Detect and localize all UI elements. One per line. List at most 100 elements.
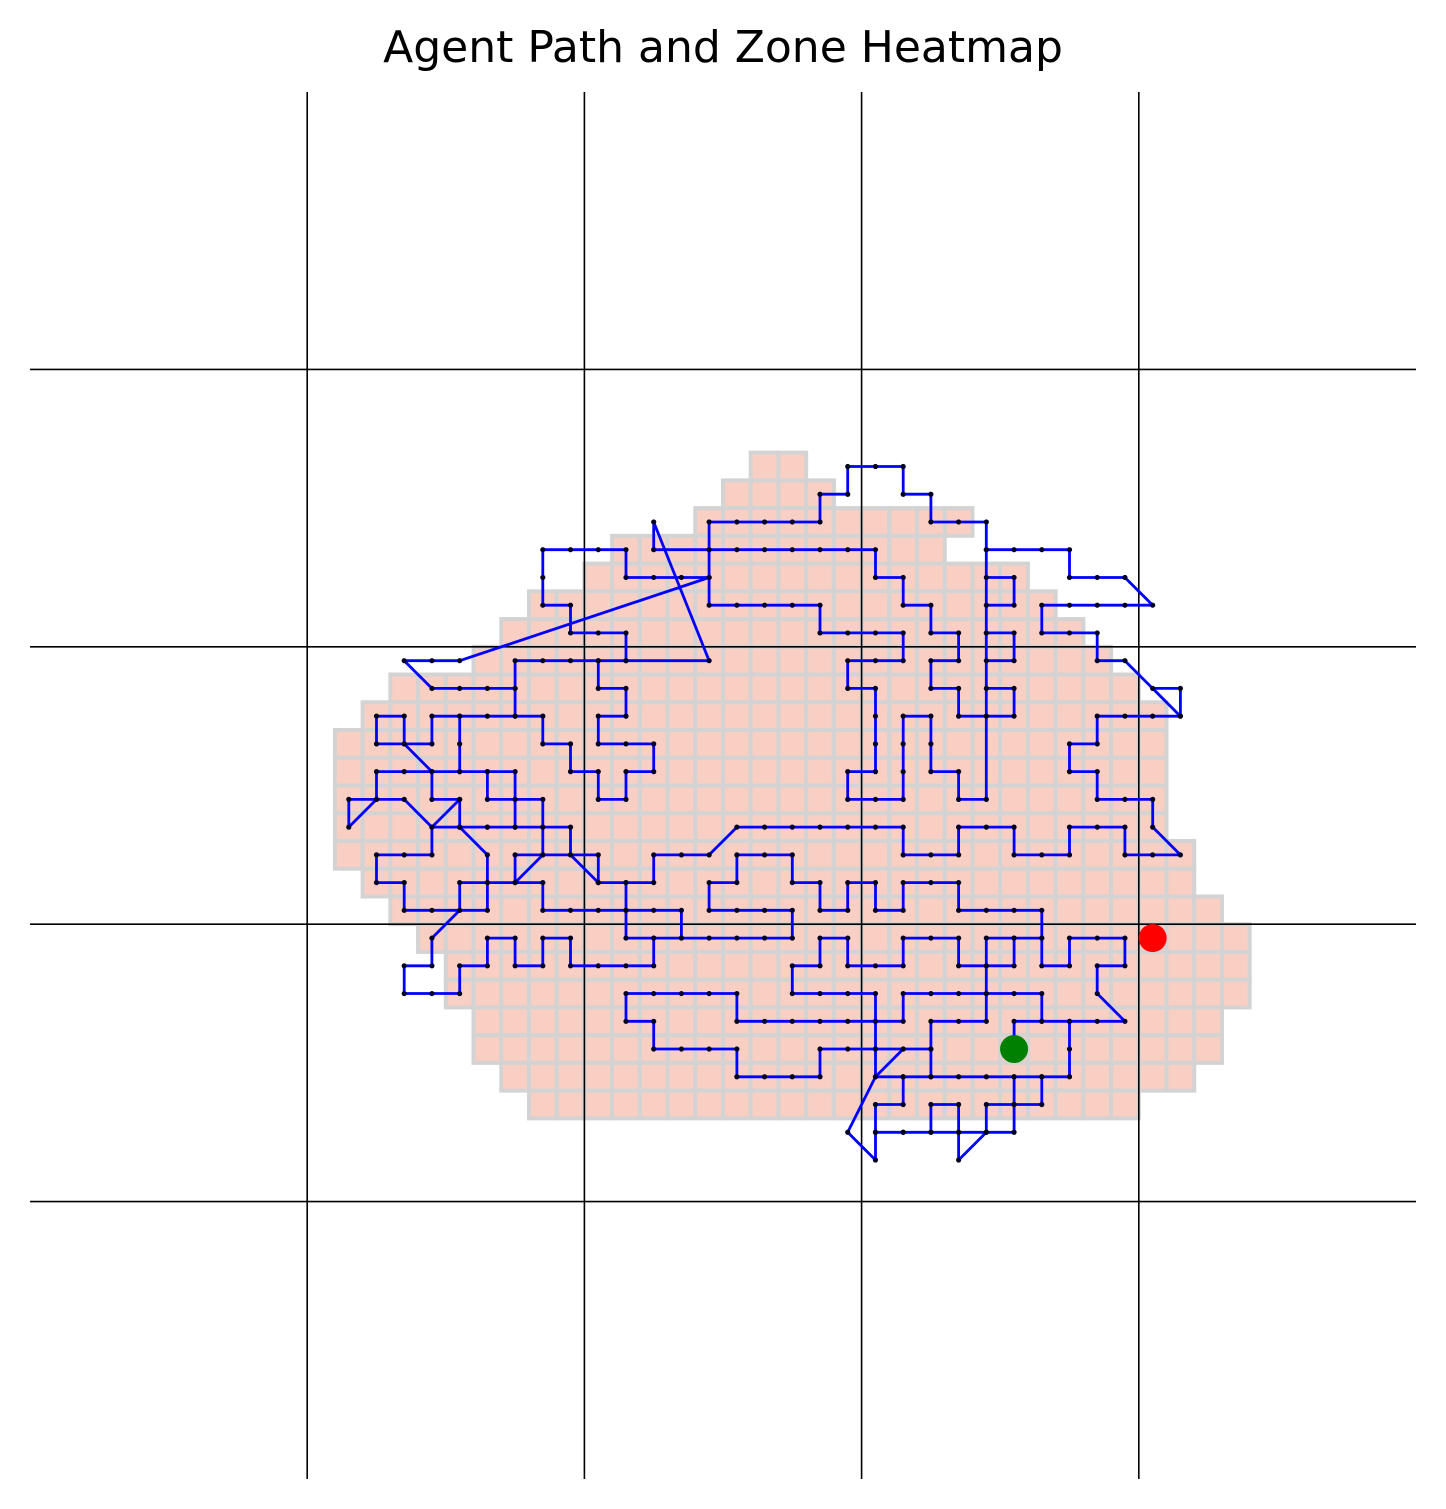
- path-point: [651, 879, 657, 886]
- visited-cell: [748, 644, 781, 677]
- path-point: [1039, 1018, 1045, 1024]
- path-point: [900, 574, 906, 581]
- path-point: [1094, 602, 1100, 608]
- path-point: [457, 685, 463, 692]
- path-point: [956, 796, 962, 802]
- path-point: [1066, 1018, 1073, 1024]
- visited-cell: [1081, 672, 1114, 705]
- visited-cell: [721, 672, 753, 705]
- path-point: [651, 907, 657, 913]
- path-point: [817, 907, 823, 913]
- path-point: [872, 630, 879, 636]
- path-point: [540, 935, 546, 941]
- path-point: [595, 685, 601, 692]
- visited-cell: [915, 783, 947, 816]
- path-point: [734, 547, 740, 553]
- path-point: [928, 935, 934, 941]
- path-point: [983, 1074, 989, 1080]
- path-point: [734, 990, 740, 997]
- path-point: [623, 907, 629, 913]
- path-point: [512, 796, 518, 802]
- path-point: [429, 769, 435, 775]
- path-point: [540, 547, 546, 553]
- path-point: [1011, 658, 1017, 664]
- visited-cell: [1081, 1060, 1114, 1093]
- path-point: [983, 824, 989, 830]
- visited-cell: [582, 977, 615, 1010]
- visited-cell: [721, 755, 753, 788]
- visited-cell: [1081, 866, 1114, 899]
- visited-cell: [693, 617, 726, 649]
- path-point: [1177, 713, 1183, 719]
- path-point: [900, 796, 906, 802]
- visited-cell: [388, 672, 421, 705]
- path-point: [928, 1101, 934, 1108]
- visited-cell: [1164, 1060, 1197, 1093]
- path-point: [706, 935, 712, 941]
- path-point: [706, 990, 712, 997]
- visited-cell: [388, 811, 421, 843]
- path-point: [872, 907, 879, 913]
- visited-cell: [1192, 1005, 1224, 1038]
- visited-cell: [804, 672, 836, 705]
- visited-cell: [471, 1005, 504, 1038]
- visited-cell: [1109, 977, 1141, 1010]
- visited-cell: [1136, 866, 1169, 899]
- path-point: [900, 713, 906, 719]
- path-point: [1122, 963, 1128, 969]
- path-point: [734, 1046, 740, 1052]
- visited-cell: [859, 506, 892, 538]
- path-point: [789, 907, 795, 913]
- visited-cell: [332, 755, 365, 788]
- path-point: [872, 658, 879, 664]
- path-point: [401, 658, 407, 664]
- path-point: [484, 879, 490, 886]
- path-point: [1011, 602, 1017, 608]
- path-point: [734, 907, 740, 913]
- visited-cell: [1025, 728, 1058, 760]
- path-point: [872, 1046, 879, 1052]
- visited-cell: [1025, 755, 1058, 788]
- visited-cell: [1219, 977, 1252, 1010]
- path-point: [956, 630, 962, 636]
- visited-cell: [1109, 728, 1141, 760]
- path-point: [1066, 1074, 1073, 1080]
- start-point-marker: [1000, 1035, 1029, 1064]
- visited-cell: [1164, 977, 1197, 1010]
- path-point: [817, 602, 823, 608]
- path-point: [845, 796, 851, 802]
- visited-cell: [1164, 1005, 1197, 1038]
- path-point: [956, 1101, 962, 1108]
- path-point: [1094, 1018, 1100, 1024]
- visited-cell: [637, 672, 670, 705]
- path-point: [734, 852, 740, 858]
- visited-cell: [915, 811, 947, 843]
- path-point: [457, 658, 463, 664]
- visited-cell: [998, 755, 1030, 788]
- visited-cell: [1164, 949, 1197, 982]
- path-point: [845, 879, 851, 886]
- path-point: [1039, 602, 1045, 608]
- path-point: [789, 935, 795, 941]
- path-point: [623, 574, 629, 581]
- visited-cell: [693, 1088, 726, 1121]
- visited-cell: [1053, 894, 1086, 927]
- path-point: [706, 547, 712, 553]
- path-point: [1122, 824, 1128, 830]
- path-point: [983, 630, 989, 636]
- path-point: [1150, 852, 1156, 858]
- path-point: [484, 685, 490, 692]
- visited-cell: [526, 977, 559, 1010]
- visited-cell: [748, 617, 781, 649]
- visited-cell: [1192, 949, 1224, 982]
- visited-cell: [915, 894, 947, 927]
- path-point: [429, 796, 435, 802]
- visited-cell: [942, 728, 975, 760]
- visited-cell: [665, 1060, 698, 1093]
- visited-cell: [1136, 1005, 1169, 1038]
- path-point: [928, 491, 934, 497]
- visited-cell: [998, 728, 1030, 760]
- visited-cell: [721, 783, 753, 816]
- path-point: [872, 1018, 879, 1024]
- path-point: [817, 990, 823, 997]
